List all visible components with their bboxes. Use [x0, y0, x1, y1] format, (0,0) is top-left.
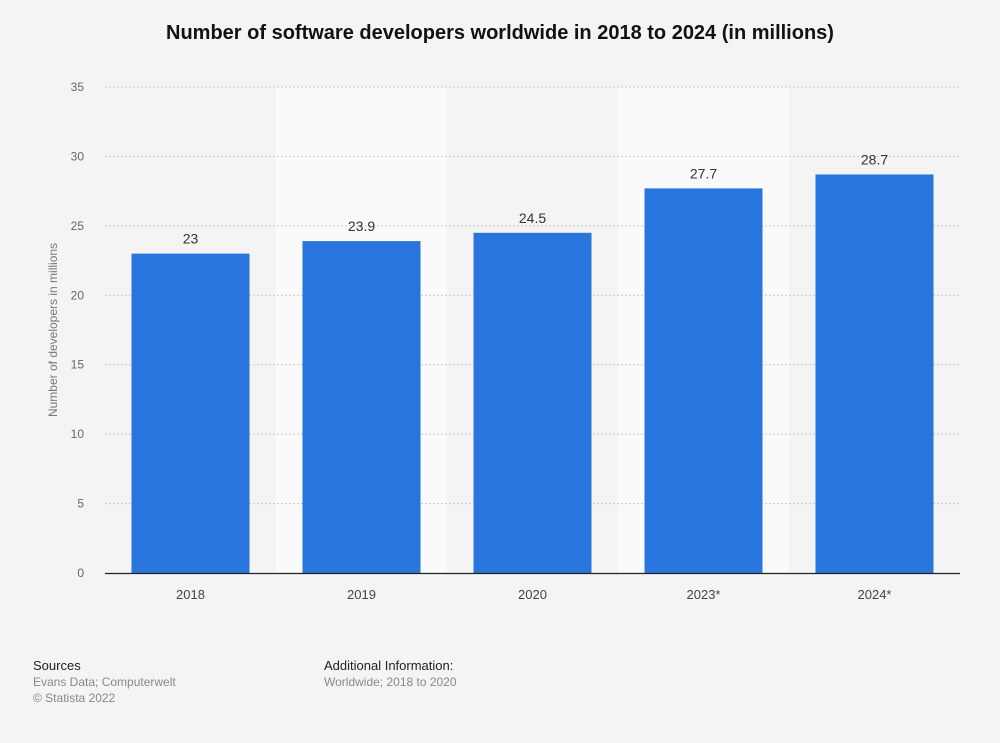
bar [302, 241, 421, 574]
sources-block: Sources Evans Data; Computerwelt © Stati… [33, 658, 176, 706]
sources-heading: Sources [33, 658, 81, 673]
additional-info-heading: Additional Information: [324, 658, 454, 673]
y-tick-label: 0 [77, 566, 84, 580]
bar [131, 253, 250, 573]
sources-line: Evans Data; Computerwelt [33, 675, 176, 689]
x-tick-label: 2020 [518, 587, 547, 602]
x-tick-label: 2018 [176, 587, 205, 602]
x-tick-label: 2019 [347, 587, 376, 602]
additional-info-block: Additional Information: Worldwide; 2018 … [324, 658, 457, 690]
y-tick-label: 15 [71, 358, 85, 372]
bar [473, 232, 592, 574]
data-label: 28.7 [861, 151, 888, 167]
x-tick-label: 2024* [858, 587, 892, 602]
data-label: 23 [183, 231, 199, 247]
y-axis-title: Number of developers in millions [46, 243, 60, 417]
y-tick-label: 35 [71, 80, 85, 94]
y-tick-label: 10 [71, 427, 85, 441]
data-label: 23.9 [348, 218, 375, 234]
additional-info-line: Worldwide; 2018 to 2020 [324, 675, 457, 689]
y-tick-label: 5 [77, 497, 84, 511]
bar [815, 174, 934, 574]
copyright-line: © Statista 2022 [33, 691, 116, 705]
y-tick-label: 20 [71, 288, 85, 302]
y-tick-label: 30 [71, 149, 85, 163]
data-label: 27.7 [690, 165, 717, 181]
chart-title: Number of software developers worldwide … [166, 22, 834, 44]
bar [644, 188, 763, 573]
data-label: 24.5 [519, 210, 546, 226]
y-tick-label: 25 [71, 219, 85, 233]
x-tick-label: 2023* [687, 587, 721, 602]
